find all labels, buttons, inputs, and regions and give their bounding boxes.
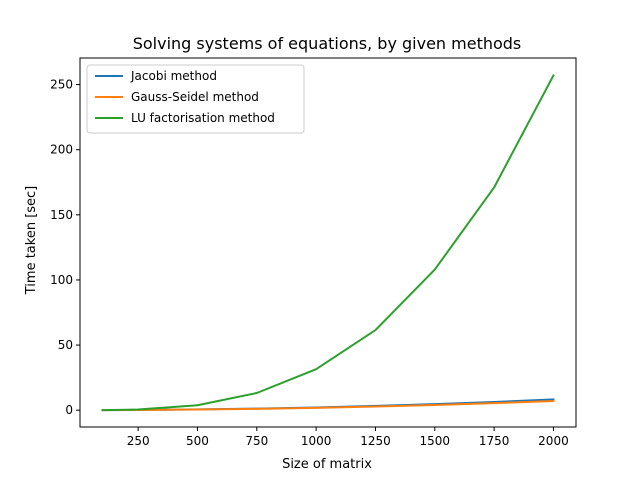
- y-tick-label-1: 50: [58, 338, 73, 352]
- x-tick-label-4: 1250: [360, 434, 391, 448]
- x-axis-label: Size of matrix: [282, 457, 372, 472]
- axes-frame: [79, 57, 577, 428]
- x-tick-label-0: 250: [127, 434, 150, 448]
- x-tick-label-5: 1500: [420, 434, 451, 448]
- series-line-1: [101, 400, 555, 412]
- y-tick-label-2: 100: [50, 273, 73, 287]
- legend-box: [86, 64, 305, 134]
- x-tick-label-2: 750: [245, 434, 268, 448]
- legend-label-1: Gauss-Seidel method: [131, 90, 259, 104]
- x-tick-label-7: 2000: [538, 434, 569, 448]
- legend-label-0: Jacobi method: [130, 69, 217, 83]
- x-tick-label-3: 1000: [301, 434, 332, 448]
- chart-legend: Jacobi method Gauss-Seidel method LU facto…: [86, 64, 305, 134]
- chart-title: Solving systems of equations, by given m…: [133, 34, 522, 53]
- y-tick-label-3: 150: [50, 208, 73, 222]
- y-tick-label-4: 200: [50, 143, 73, 157]
- y-tick-label-0: 0: [65, 403, 73, 417]
- series-line-2: [101, 74, 555, 412]
- legend-label-2: LU factorisation method: [131, 111, 275, 125]
- y-axis-label: Time taken [sec]: [24, 186, 39, 296]
- x-tick-label-6: 1750: [479, 434, 510, 448]
- x-tick-label-1: 500: [186, 434, 209, 448]
- y-tick-label-5: 250: [50, 78, 73, 92]
